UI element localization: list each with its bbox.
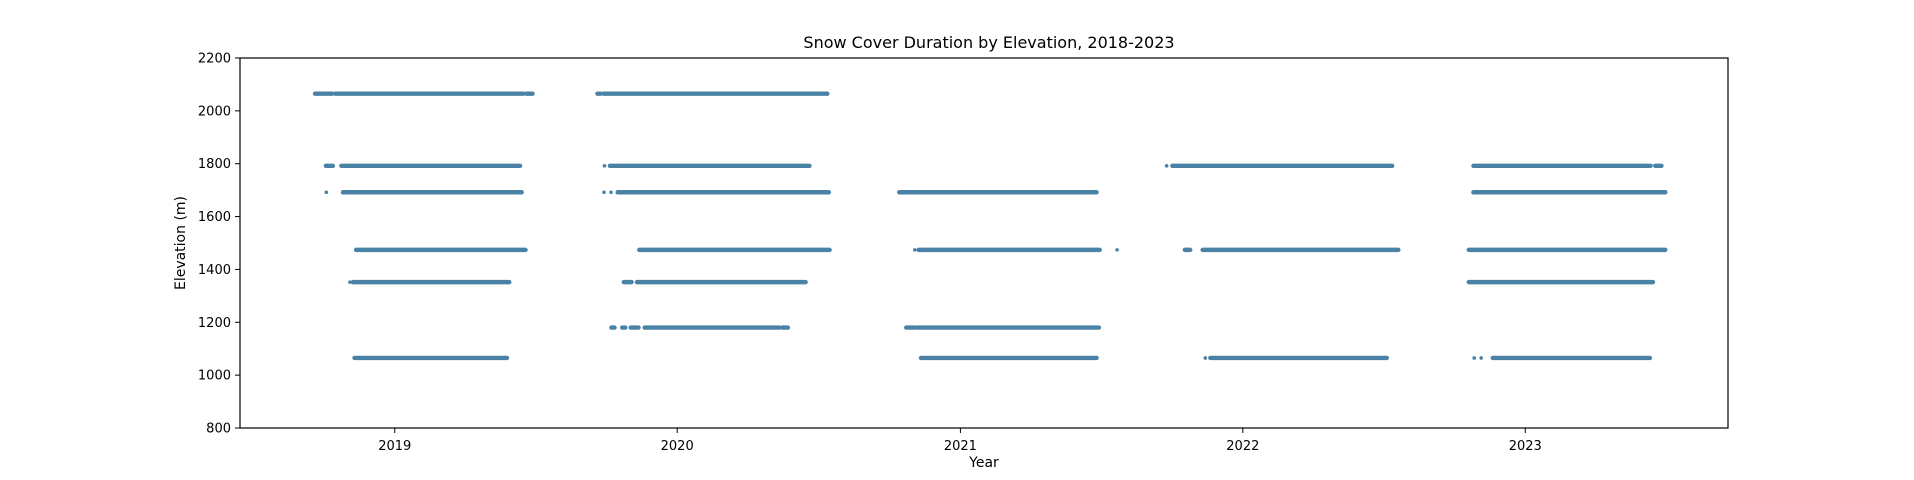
y-tick-label: 1400	[198, 263, 231, 278]
y-tick-label: 800	[206, 422, 231, 437]
observation-point	[602, 164, 607, 168]
x-tick-label: 2021	[944, 439, 977, 454]
observation-point	[1203, 356, 1208, 360]
y-tick-label: 1200	[198, 316, 231, 331]
y-tick-label: 2000	[198, 104, 231, 119]
chart-title: Snow Cover Duration by Elevation, 2018-2…	[803, 33, 1174, 52]
observation-point	[348, 280, 352, 284]
y-tick-label: 2200	[198, 52, 231, 67]
observation-point	[609, 190, 613, 195]
y-tick-label: 1000	[198, 369, 231, 384]
plot-area	[312, 91, 1668, 361]
y-axis-title: Elevation (m)	[173, 196, 189, 290]
observation-point	[324, 190, 329, 195]
y-axis: 800 1000 1200 1400 1600 1800 2000 2200	[198, 52, 240, 437]
x-axis-title: Year	[968, 455, 999, 471]
x-axis: 2019 2020 2021 2022 2023	[378, 428, 1542, 454]
y-tick-label: 1800	[198, 157, 231, 172]
observation-point	[1479, 356, 1483, 360]
x-tick-label: 2019	[378, 439, 411, 454]
x-tick-label: 2022	[1226, 439, 1259, 454]
y-tick-label: 1600	[198, 210, 231, 225]
observation-point	[1115, 248, 1119, 252]
observation-point	[912, 248, 917, 252]
x-tick-label: 2020	[661, 439, 694, 454]
plot-frame	[239, 57, 1729, 429]
observation-point	[1472, 356, 1476, 360]
observation-point	[602, 190, 606, 195]
observation-point	[1164, 164, 1169, 168]
x-tick-label: 2023	[1509, 439, 1542, 454]
